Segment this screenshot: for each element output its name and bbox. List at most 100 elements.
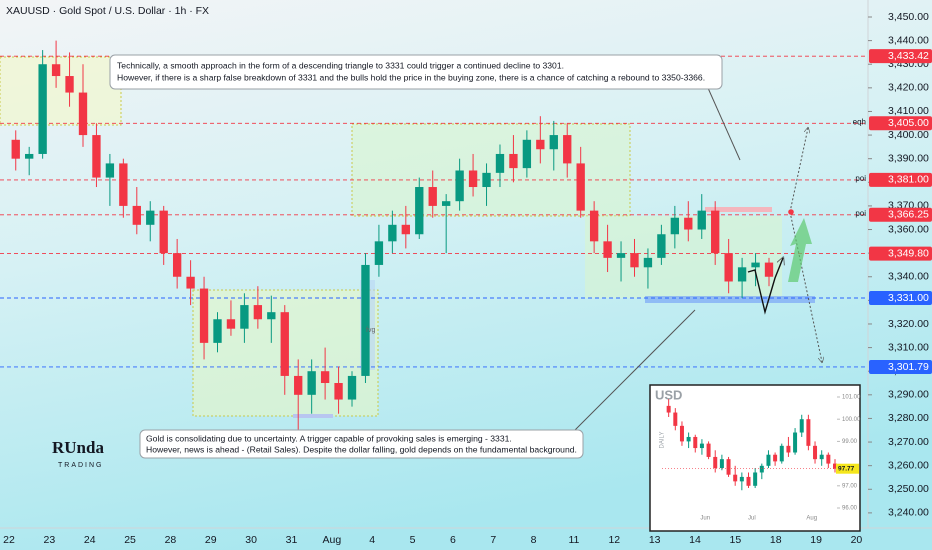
zone: [645, 296, 815, 303]
candle-body: [482, 172, 491, 188]
candle-body: [105, 163, 115, 178]
candle-body: [737, 267, 747, 282]
zone: [705, 207, 772, 212]
candle-body: [751, 262, 760, 268]
logo: TRADING: [58, 462, 104, 469]
candle-body: [361, 264, 370, 376]
level-label: 3,405.00: [888, 117, 929, 129]
candle-body: [294, 375, 303, 395]
candle-body: [536, 139, 545, 150]
x-tick-label: 11: [569, 534, 580, 546]
level-note: poi: [855, 174, 866, 183]
candle-body: [826, 454, 831, 464]
candle-body: [132, 205, 141, 225]
x-tick-label: 22: [3, 534, 15, 546]
annotation: However, if there is a sharp false break…: [117, 72, 705, 82]
inset-plot: 101.00 100.00 99.00 97.00 96.00 Jun Jul Aug 97.7…: [662, 395, 861, 522]
candle-body: [697, 210, 706, 230]
x-tick-label: 23: [44, 534, 56, 546]
annotation: Gold is consolidating due to uncertainty…: [146, 433, 512, 443]
y-tick-label: 100.00: [842, 417, 861, 423]
candle-body: [643, 257, 653, 268]
callout-line: [569, 309, 696, 436]
candle-body: [793, 432, 798, 453]
y-tick-label: 3,270.00: [888, 436, 929, 448]
candle-body: [549, 135, 558, 150]
x-tick-label: 5: [410, 534, 416, 546]
candle-body: [684, 217, 693, 230]
callout-line: [707, 87, 741, 161]
candle-body: [509, 153, 518, 169]
annotation-box: [139, 429, 584, 459]
x-tick-label: 13: [649, 534, 661, 546]
x-tick-label: 15: [730, 534, 742, 546]
candle-body: [495, 153, 505, 173]
candle-body: [388, 224, 397, 242]
y-tick-label: 99.00: [842, 439, 858, 445]
candle-body: [334, 383, 343, 400]
y-tick-label: 3,410.00: [888, 105, 929, 117]
level-label: 3,366.25: [888, 209, 929, 221]
y-tick-label: 101.00: [842, 395, 861, 401]
candle-body: [693, 436, 698, 449]
candle-body: [213, 319, 222, 343]
x-tick-label: Jul: [748, 516, 756, 522]
x-tick-label: 20: [851, 534, 863, 546]
x-tick-label: 24: [84, 534, 96, 546]
x-tick-label: 12: [608, 534, 620, 546]
candle-body: [428, 187, 437, 206]
y-tick-label: 97.00: [842, 483, 858, 489]
candle-body: [833, 463, 837, 469]
level-label: 3,331.00: [888, 292, 929, 304]
y-tick-label: 3,310.00: [888, 341, 929, 353]
candle-body: [753, 472, 758, 486]
candle-body: [186, 276, 195, 289]
candle-body: [673, 412, 678, 426]
candle-body: [172, 253, 182, 277]
candle-body: [589, 210, 599, 242]
candle-body: [699, 443, 704, 449]
price-tag: [836, 463, 859, 474]
candle-body: [739, 476, 744, 482]
level-tag: [869, 49, 932, 64]
annotation: However, news is ahead - (Retail Sales).…: [146, 444, 577, 454]
candle-body: [226, 319, 236, 329]
y-tick-label: 3,360.00: [888, 223, 929, 235]
x-tick-label: Aug: [806, 516, 817, 522]
candle-body: [799, 419, 804, 433]
y-tick-label: 3,420.00: [888, 82, 929, 94]
candle-body: [267, 312, 276, 320]
candle-body: [11, 139, 20, 159]
level-tag: [869, 246, 932, 261]
level-note: poi: [855, 209, 866, 218]
y-tick-label: 96.00: [842, 506, 858, 512]
level-note: eqh: [853, 117, 866, 126]
candle-body: [786, 445, 791, 453]
x-tick-label: 14: [689, 534, 701, 546]
y-tick-label: 3,260.00: [888, 459, 929, 471]
plot: 3,450.003,440.003,430.003,420.003,410.00…: [0, 11, 932, 546]
header: XAUUSD · Gold Spot / U.S. Dollar · 1h · …: [6, 5, 209, 17]
candle-body: [455, 170, 464, 202]
zone: [585, 216, 782, 298]
logo: RUnda: [52, 438, 104, 457]
candle-body: [199, 288, 209, 343]
candle-body: [320, 371, 330, 384]
candle-body: [706, 443, 711, 457]
level-tag: [869, 359, 932, 374]
annotation: Technically, a smooth approach in the fo…: [117, 60, 564, 70]
x-tick-label: 28: [165, 534, 177, 546]
level-label: 3,301.79: [888, 361, 929, 373]
candle-body: [280, 312, 289, 376]
x-tick-label: 6: [450, 534, 456, 546]
candle-body: [724, 253, 733, 282]
candle-body: [766, 454, 771, 466]
candle-body: [347, 375, 357, 400]
candle-body: [666, 405, 671, 413]
candle-body: [146, 210, 155, 225]
annotation-box: [109, 54, 723, 90]
y-tick-label: 3,280.00: [888, 412, 929, 424]
y-tick-label: 3,290.00: [888, 389, 929, 401]
y-tick-label: 3,450.00: [888, 11, 929, 23]
